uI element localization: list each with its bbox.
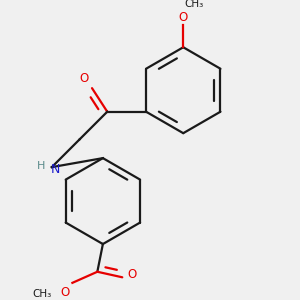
Text: O: O (178, 11, 188, 24)
Text: CH₃: CH₃ (32, 289, 52, 299)
Text: O: O (60, 286, 70, 298)
Text: O: O (128, 268, 137, 281)
Text: H: H (37, 161, 45, 171)
Text: N: N (50, 164, 60, 176)
Text: O: O (79, 72, 88, 86)
Text: CH₃: CH₃ (184, 0, 204, 9)
